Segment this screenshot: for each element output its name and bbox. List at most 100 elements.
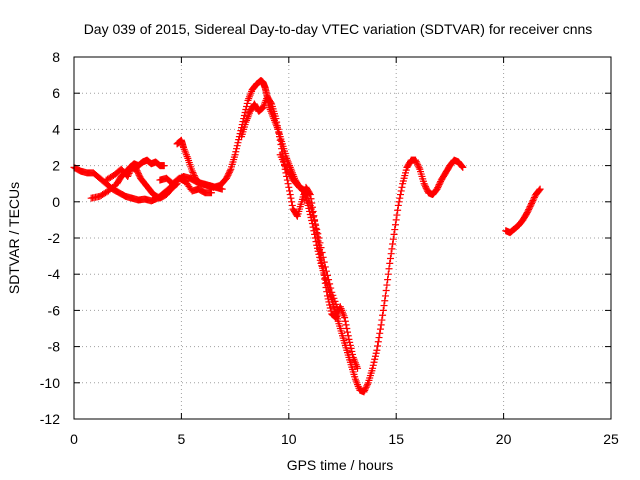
y-tick-label: -12 — [40, 411, 60, 427]
data-point — [361, 385, 369, 393]
data-point — [392, 216, 400, 224]
data-point — [370, 358, 378, 366]
data-point — [304, 194, 312, 202]
data-point — [436, 179, 444, 187]
data-point — [346, 338, 354, 346]
data-point — [310, 213, 318, 221]
data-point — [528, 198, 536, 206]
data-point — [327, 307, 335, 315]
data-point — [323, 292, 331, 300]
data-point — [288, 201, 296, 209]
data-point — [349, 350, 357, 358]
data-point — [535, 186, 543, 194]
data-point — [530, 195, 538, 203]
data-point — [414, 162, 422, 170]
data-point — [345, 335, 353, 343]
data-point — [375, 334, 383, 342]
chart-title: Day 039 of 2015, Sidereal Day-to-day VTE… — [84, 21, 593, 37]
data-point — [388, 245, 396, 253]
series-arc-8 — [502, 185, 544, 237]
data-point — [326, 304, 334, 312]
data-point — [374, 342, 382, 350]
data-point — [525, 206, 533, 214]
data-point — [433, 185, 441, 193]
data-point — [321, 263, 329, 271]
data-point — [307, 205, 315, 213]
data-point — [384, 270, 392, 278]
data-point — [328, 288, 336, 296]
data-point — [344, 328, 352, 336]
data-point — [393, 211, 401, 219]
data-point — [343, 325, 351, 332]
x-tick-label: 5 — [178, 431, 186, 447]
data-point — [232, 148, 240, 156]
data-point — [305, 198, 313, 206]
data-point — [267, 99, 275, 107]
data-point — [383, 281, 391, 289]
data-point — [125, 169, 133, 177]
data-point — [308, 209, 316, 217]
data-point — [380, 302, 388, 310]
y-tick-label: 2 — [52, 158, 60, 174]
data-point — [394, 201, 402, 209]
data-point — [394, 206, 402, 214]
data-point — [333, 303, 341, 311]
y-tick-label: -10 — [40, 375, 60, 391]
data-point — [188, 167, 196, 175]
data-point — [341, 317, 349, 325]
data-point — [376, 325, 384, 333]
data-point — [326, 301, 334, 309]
y-tick-label: 6 — [52, 85, 60, 101]
data-point — [526, 203, 534, 211]
data-point — [124, 171, 132, 179]
data-point — [334, 306, 342, 314]
x-tick-label: 15 — [388, 431, 404, 447]
data-point — [363, 382, 371, 390]
data-point — [347, 344, 355, 352]
data-point — [398, 183, 406, 191]
data-point — [332, 300, 340, 308]
data-point — [189, 169, 197, 177]
data-point — [377, 321, 385, 329]
data-point — [234, 139, 242, 147]
data-point — [390, 230, 398, 238]
data-point — [319, 267, 327, 275]
data-point — [325, 298, 333, 306]
data-point — [324, 295, 332, 303]
data-point — [458, 163, 466, 171]
data-point — [364, 380, 372, 388]
y-tick-label: 4 — [52, 121, 60, 137]
data-point — [275, 129, 283, 137]
data-point — [385, 265, 393, 273]
data-point — [321, 275, 329, 283]
data-point — [396, 191, 404, 199]
y-tick-label: -2 — [48, 230, 61, 246]
y-tick-label: -4 — [48, 266, 61, 282]
data-point — [284, 180, 292, 188]
data-point — [327, 284, 335, 292]
data-point — [360, 388, 368, 396]
data-point — [317, 244, 325, 252]
data-point — [286, 191, 294, 199]
axis-ticks — [73, 56, 612, 420]
data-point — [274, 125, 282, 133]
data-point — [275, 133, 283, 141]
data-point — [218, 185, 226, 193]
data-point — [325, 276, 333, 284]
y-tick-label: 0 — [52, 194, 60, 210]
data-point — [391, 226, 399, 234]
data-point — [374, 338, 382, 346]
data-point — [381, 292, 389, 300]
data-point — [233, 145, 241, 153]
data-point — [315, 234, 323, 242]
data-point — [395, 198, 403, 206]
data-point — [536, 185, 544, 193]
data-point — [190, 170, 198, 178]
data-point — [276, 136, 284, 144]
data-point — [313, 226, 321, 234]
data-point — [344, 332, 352, 340]
data-point — [124, 172, 132, 180]
data-point — [361, 386, 369, 394]
y-tick-label: -6 — [48, 302, 61, 318]
